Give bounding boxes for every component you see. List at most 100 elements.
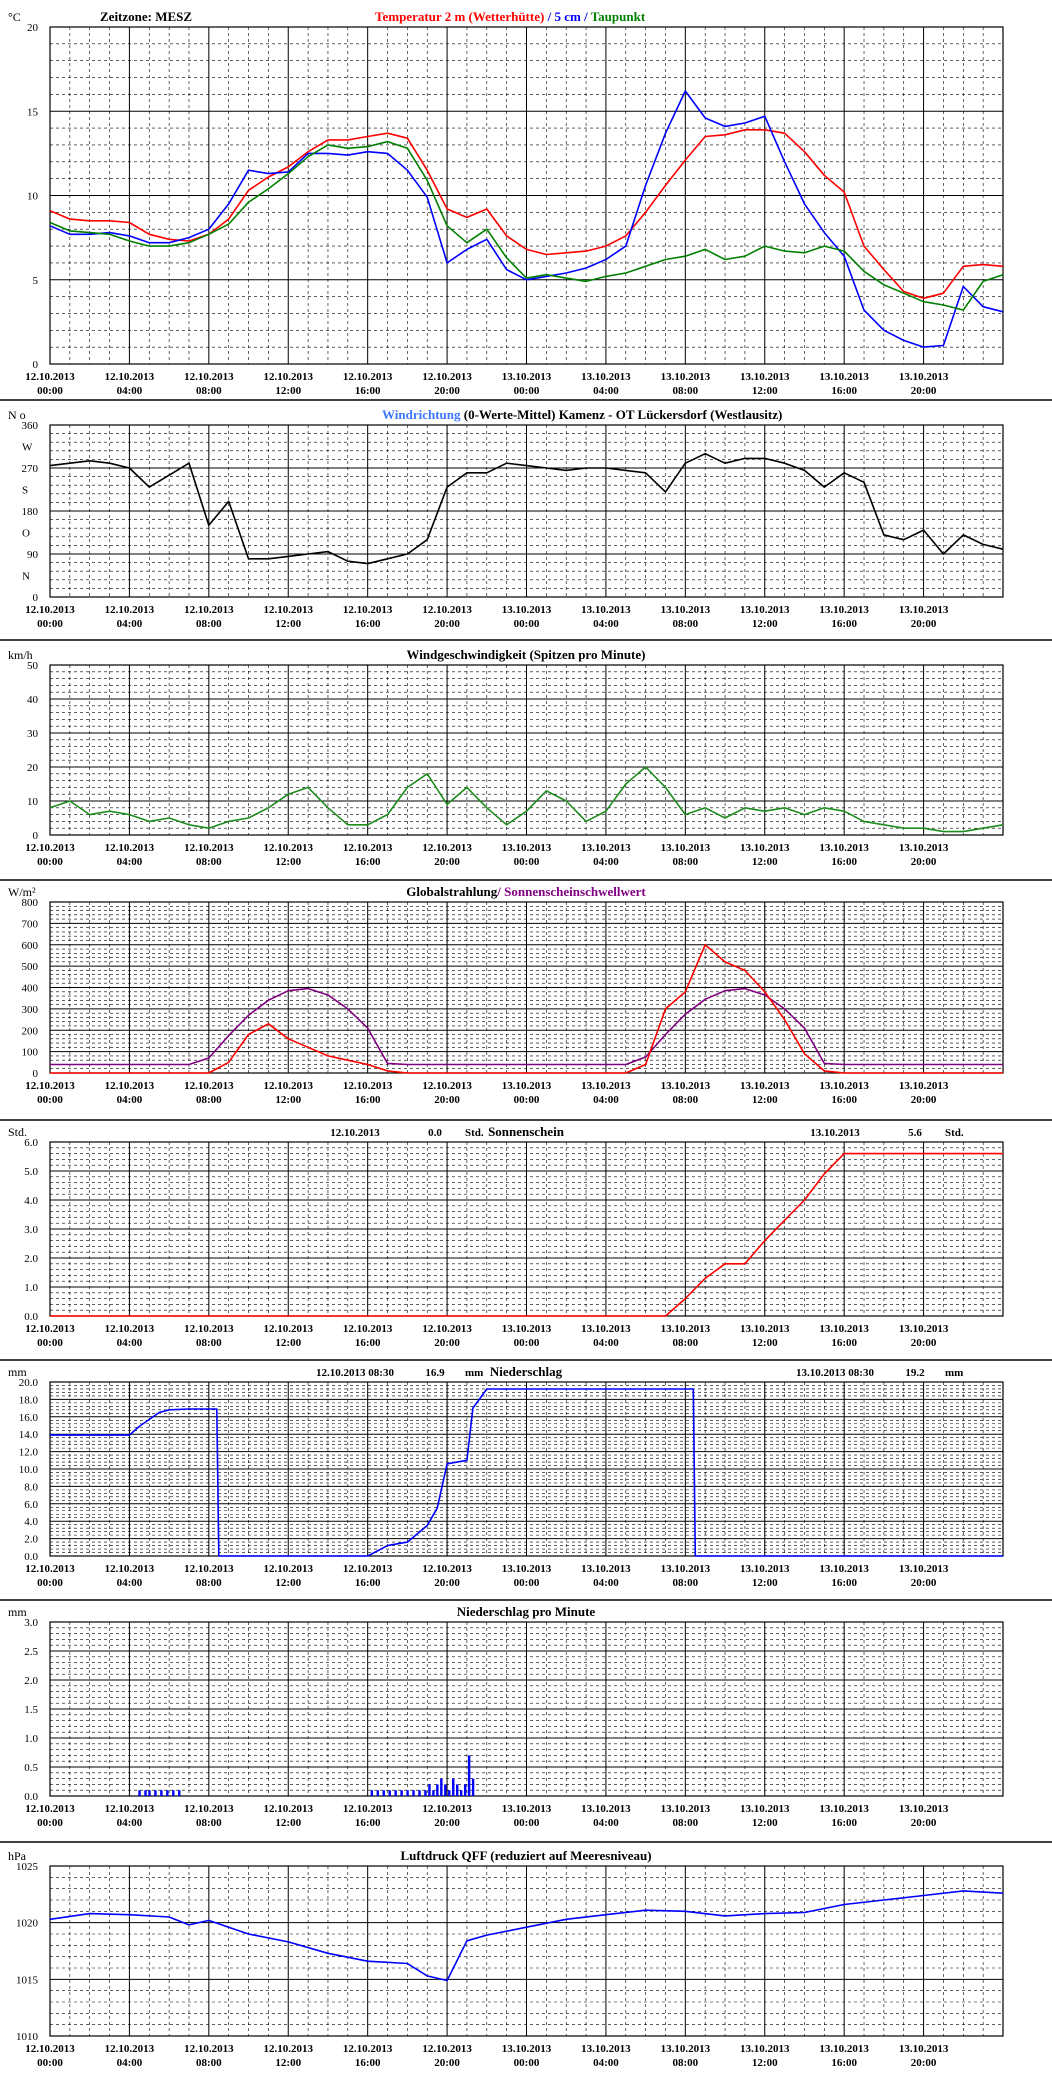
x-tick-date: 12.10.2013 <box>264 371 314 383</box>
x-tick-date: 12.10.2013 <box>184 1080 234 1092</box>
precip-bar <box>400 1790 403 1796</box>
precip-bar <box>467 1755 471 1796</box>
x-tick-date: 12.10.2013 <box>264 1080 314 1092</box>
y-tick-label: 2.5 <box>24 1646 38 1658</box>
x-tick-date: 13.10.2013 <box>819 1080 869 1092</box>
x-tick-date: 12.10.2013 <box>25 842 75 854</box>
y-tick-label: 15 <box>27 106 39 118</box>
x-tick-date: 12.10.2013 <box>184 1323 234 1335</box>
x-tick-date: 12.10.2013 <box>264 2043 314 2055</box>
x-tick-time: 00:00 <box>37 618 63 630</box>
y-tick-label: 500 <box>22 961 39 973</box>
x-tick-date: 13.10.2013 <box>819 2043 869 2055</box>
x-tick-time: 12:00 <box>275 1337 301 1349</box>
title-part: (0-Werte-Mittel) <box>461 407 556 422</box>
precip-bar <box>471 1778 475 1796</box>
x-tick-time: 08:00 <box>196 1577 222 1589</box>
x-tick-date: 12.10.2013 <box>105 842 155 854</box>
y-tick-label: 100 <box>22 1047 39 1059</box>
x-tick-date: 13.10.2013 <box>502 604 552 616</box>
x-tick-time: 00:00 <box>37 1094 63 1106</box>
chart-precip: 0.02.04.06.08.010.012.014.016.018.020.0m… <box>8 1364 1004 1589</box>
series-line-0 <box>49 766 1004 833</box>
title-part: Windgeschwindigkeit (Spitzen pro Minute) <box>407 647 646 662</box>
y-tick-label: 400 <box>22 983 39 995</box>
x-tick-date: 12.10.2013 <box>105 371 155 383</box>
precip-bar <box>172 1790 175 1796</box>
x-tick-date: 12.10.2013 <box>184 371 234 383</box>
title-part: Temperatur 2 m (Wetterhütte) <box>375 9 544 24</box>
precip-bar <box>160 1790 163 1796</box>
x-tick-time: 00:00 <box>37 856 63 868</box>
x-tick-date: 13.10.2013 <box>740 371 790 383</box>
timezone-label: Zeitzone: MESZ <box>100 9 192 24</box>
x-tick-time: 00:00 <box>37 385 63 397</box>
x-tick-date: 12.10.2013 <box>343 1080 393 1092</box>
chart-title: Temperatur 2 m (Wetterhütte) / 5 cm / Ta… <box>375 9 646 24</box>
x-tick-date: 13.10.2013 <box>740 604 790 616</box>
y-tick-label: 0 <box>33 830 39 842</box>
x-tick-date: 12.10.2013 <box>25 1080 75 1092</box>
precip-bar <box>144 1790 147 1796</box>
x-tick-date: 13.10.2013 <box>819 371 869 383</box>
unit-label: mm <box>8 1365 27 1379</box>
x-tick-time: 08:00 <box>672 1817 698 1829</box>
y-tick-label: 1.0 <box>24 1282 38 1294</box>
series-line-0 <box>50 987 1003 1066</box>
x-tick-time: 20:00 <box>911 1337 937 1349</box>
x-tick-date: 12.10.2013 <box>264 604 314 616</box>
x-tick-time: 00:00 <box>37 1577 63 1589</box>
x-tick-date: 12.10.2013 <box>343 604 393 616</box>
title-part: Niederschlag <box>490 1364 563 1379</box>
x-tick-time: 00:00 <box>514 1337 540 1349</box>
title-part: Niederschlag pro Minute <box>457 1604 596 1619</box>
x-tick-time: 04:00 <box>593 1094 619 1106</box>
title-part: 5 cm <box>554 9 581 24</box>
x-tick-time: 04:00 <box>117 2057 143 2069</box>
x-tick-date: 13.10.2013 <box>581 1080 631 1092</box>
x-tick-date: 13.10.2013 <box>661 1563 711 1575</box>
x-tick-date: 12.10.2013 <box>105 2043 155 2055</box>
x-tick-time: 12:00 <box>752 385 778 397</box>
chart-precip_min: 0.0 0.5 1.0 1.5 2.0 2.5 3.0mm Niederschlag pro … <box>8 1604 1004 1829</box>
x-tick-time: 16:00 <box>831 1577 857 1589</box>
x-tick-time: 04:00 <box>117 618 143 630</box>
series-line-0 <box>49 1890 1004 1982</box>
x-tick-time: 04:00 <box>117 1337 143 1349</box>
x-tick-date: 13.10.2013 <box>502 1323 552 1335</box>
precip-bar <box>382 1790 385 1796</box>
plot-frame <box>49 1621 1004 1797</box>
plot-frame <box>49 664 1004 836</box>
annotation-value: 0.0 <box>428 1127 442 1139</box>
x-tick-date: 12.10.2013 <box>184 2043 234 2055</box>
x-tick-date: 13.10.2013 <box>661 1323 711 1335</box>
x-tick-time: 12:00 <box>275 2057 301 2069</box>
plot-frame <box>49 1865 1004 2037</box>
x-tick-time: 04:00 <box>593 1337 619 1349</box>
precip-bar <box>166 1790 169 1796</box>
x-tick-date: 12.10.2013 <box>343 1323 393 1335</box>
x-tick-date: 13.10.2013 <box>740 842 790 854</box>
chart-title: Windrichtung (0-Werte-Mittel) Kamenz - O… <box>382 407 782 422</box>
x-tick-time: 20:00 <box>434 1337 460 1349</box>
annotation-date: 12.10.2013 08:30 <box>316 1367 394 1379</box>
plot-frame <box>49 1381 1004 1557</box>
x-tick-date: 12.10.2013 <box>264 1803 314 1815</box>
x-tick-date: 12.10.2013 <box>264 1323 314 1335</box>
precip-bar <box>444 1784 447 1796</box>
x-tick-date: 13.10.2013 <box>740 2043 790 2055</box>
y-tick-label: 4.0 <box>24 1516 38 1528</box>
x-tick-date: 12.10.2013 <box>343 1563 393 1575</box>
annotation-date: 13.10.2013 <box>810 1127 860 1139</box>
x-tick-time: 16:00 <box>831 1337 857 1349</box>
x-tick-time: 08:00 <box>196 856 222 868</box>
x-tick-date: 12.10.2013 <box>25 371 75 383</box>
precip-bar <box>428 1784 431 1796</box>
x-tick-time: 12:00 <box>752 856 778 868</box>
y-tick-label: 270 <box>22 463 39 475</box>
x-tick-time: 04:00 <box>117 856 143 868</box>
x-tick-date: 13.10.2013 <box>581 604 631 616</box>
y-tick-label: 2.0 <box>24 1253 38 1265</box>
